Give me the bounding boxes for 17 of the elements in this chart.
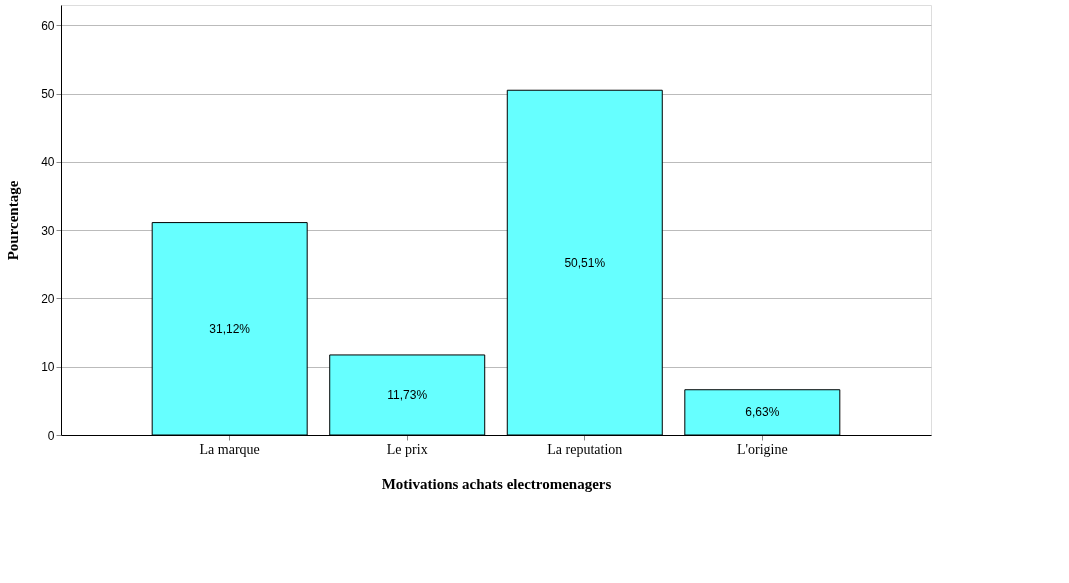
y-tick-label: 0 [47, 428, 55, 443]
y-tick-label: 10 [41, 360, 55, 375]
x-tick-label: L'origine [736, 441, 788, 457]
y-tick-label: 50 [41, 87, 55, 102]
data-label: 11,73% [387, 387, 428, 402]
y-axis-title: Pourcentage [5, 180, 22, 261]
y-tick-label: 60 [41, 18, 55, 33]
y-tick-label: 20 [41, 291, 55, 306]
data-label: 6,63% [745, 405, 780, 420]
y-tick-label: 40 [41, 155, 55, 170]
y-tick-label: 30 [41, 223, 55, 238]
data-label: 50,51% [564, 255, 606, 270]
x-tick-label: La reputation [547, 441, 623, 457]
x-axis-title: Motivations achats electromenagers [381, 475, 612, 492]
data-label: 31,12% [209, 321, 251, 336]
x-tick-label: La marque [199, 441, 260, 457]
x-tick-label: Le prix [386, 441, 428, 457]
